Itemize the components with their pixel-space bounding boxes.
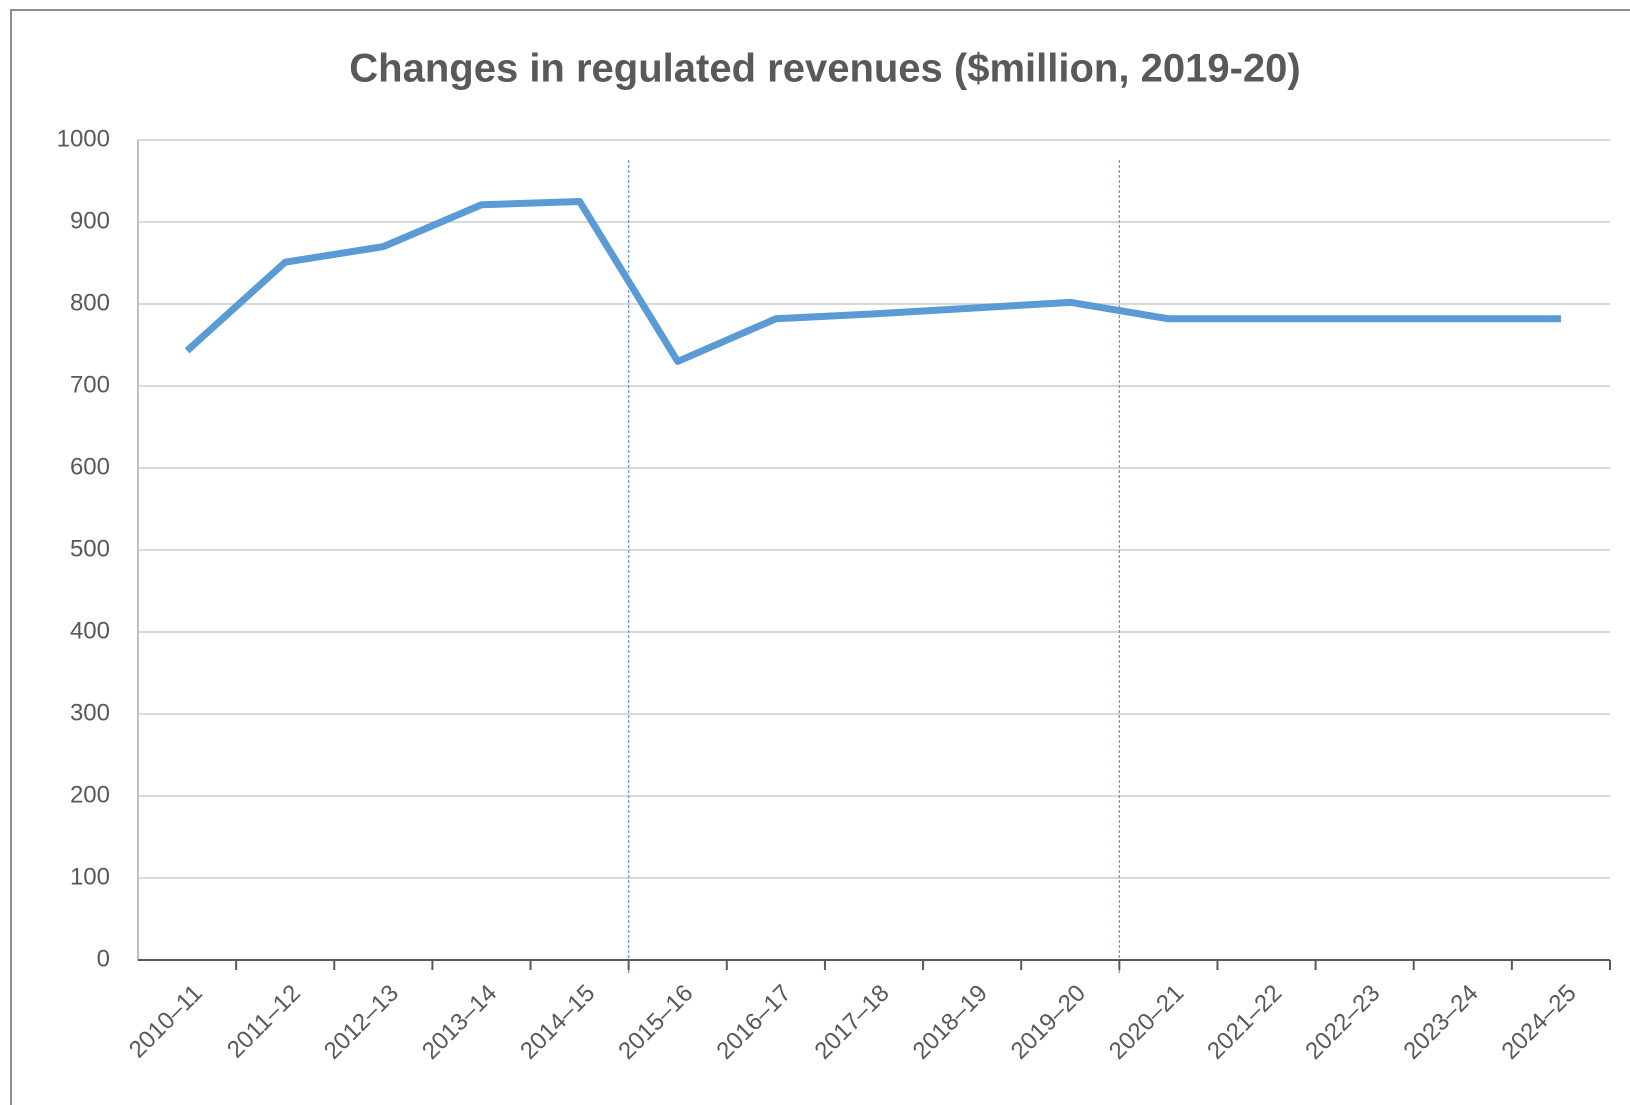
x-tick-label: 2011–12: [222, 980, 306, 1064]
x-tick-label: 2023–24: [1398, 980, 1483, 1065]
y-tick-label: 100: [70, 863, 110, 890]
x-tick-label: 2022–23: [1300, 980, 1385, 1065]
data-line: [184, 198, 1561, 365]
chart-title: Changes in regulated revenues ($million,…: [349, 47, 1300, 91]
y-tick-label: 400: [70, 617, 110, 644]
x-tick-label: 2014–15: [515, 980, 600, 1065]
x-tick-label: 2012–13: [319, 980, 404, 1065]
x-tick-label: 2019–20: [1006, 980, 1091, 1065]
x-tick-label: 2016–17: [711, 980, 796, 1065]
y-tick-label: 300: [70, 699, 110, 726]
x-tick-label: 2017–18: [810, 980, 895, 1065]
x-tick-label: 2021–22: [1202, 980, 1287, 1065]
x-tick-label: 2024–25: [1496, 980, 1581, 1065]
chart-frame: [10, 9, 1630, 1105]
y-tick-label: 800: [70, 289, 110, 316]
y-tick-label: 500: [70, 535, 110, 562]
x-tick-label: 2020–21: [1104, 980, 1189, 1065]
y-tick-label: 900: [70, 207, 110, 234]
y-tick-label: 1000: [57, 125, 110, 152]
y-tick-label: 200: [70, 781, 110, 808]
y-tick-label: 0: [97, 945, 110, 972]
y-tick-label: 700: [70, 371, 110, 398]
x-tick-label: 2010–11: [124, 980, 208, 1064]
x-tick-label: 2018–19: [908, 980, 993, 1065]
x-tick-label: 2013–14: [417, 980, 502, 1065]
x-tick-label: 2015–16: [613, 980, 698, 1065]
y-tick-label: 600: [70, 453, 110, 480]
